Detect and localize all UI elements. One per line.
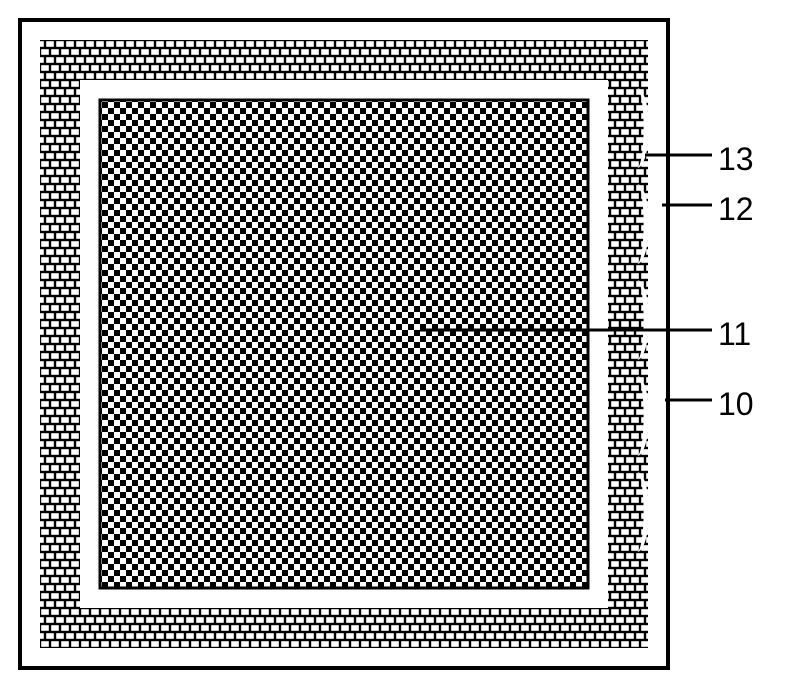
- label-10: 10: [718, 388, 754, 420]
- label-12: 12: [718, 193, 754, 225]
- checker-region: [100, 100, 588, 588]
- label-13: 13: [718, 143, 754, 175]
- label-11: 11: [718, 318, 751, 350]
- diagram-stage: 13 12 11 10: [0, 0, 798, 685]
- diagram-svg: [0, 0, 798, 685]
